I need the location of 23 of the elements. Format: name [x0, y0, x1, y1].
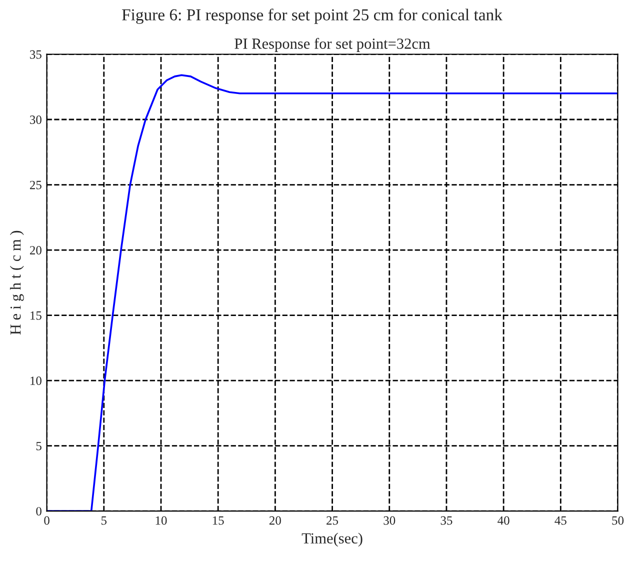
y-tick-label: 30: [30, 116, 42, 124]
x-tick-label: 50: [612, 516, 624, 525]
x-tick-label: 35: [440, 516, 452, 525]
y-tick-label: 15: [30, 311, 42, 320]
x-tick-label: 40: [498, 516, 510, 525]
x-tick-label: 10: [156, 516, 167, 525]
x-tick-label: 20: [269, 516, 281, 525]
x-tick-label: 45: [554, 516, 566, 525]
x-tick-label: 15: [212, 516, 224, 525]
x-tick-label: 0: [44, 516, 50, 525]
y-axis-title: H e i g h t ( c m ): [10, 230, 24, 335]
y-tick-label: 20: [30, 246, 42, 254]
y-tick-label: 10: [30, 376, 42, 385]
x-tick-label: 30: [384, 516, 396, 525]
y-tick-label: 35: [30, 50, 42, 59]
y-tick-label: 5: [36, 442, 42, 450]
x-tick-label: 5: [102, 516, 107, 525]
caption: Figure 6: PI response for set point 25 cm for conical tank: [122, 8, 502, 24]
y-tick-label: 25: [30, 180, 42, 190]
x-axis-title: Time(sec): [302, 532, 362, 547]
chart-title: PI Response for set point=32cm: [234, 38, 430, 52]
y-tick-label: 0: [36, 507, 42, 516]
x-tick-label: 25: [326, 516, 338, 525]
